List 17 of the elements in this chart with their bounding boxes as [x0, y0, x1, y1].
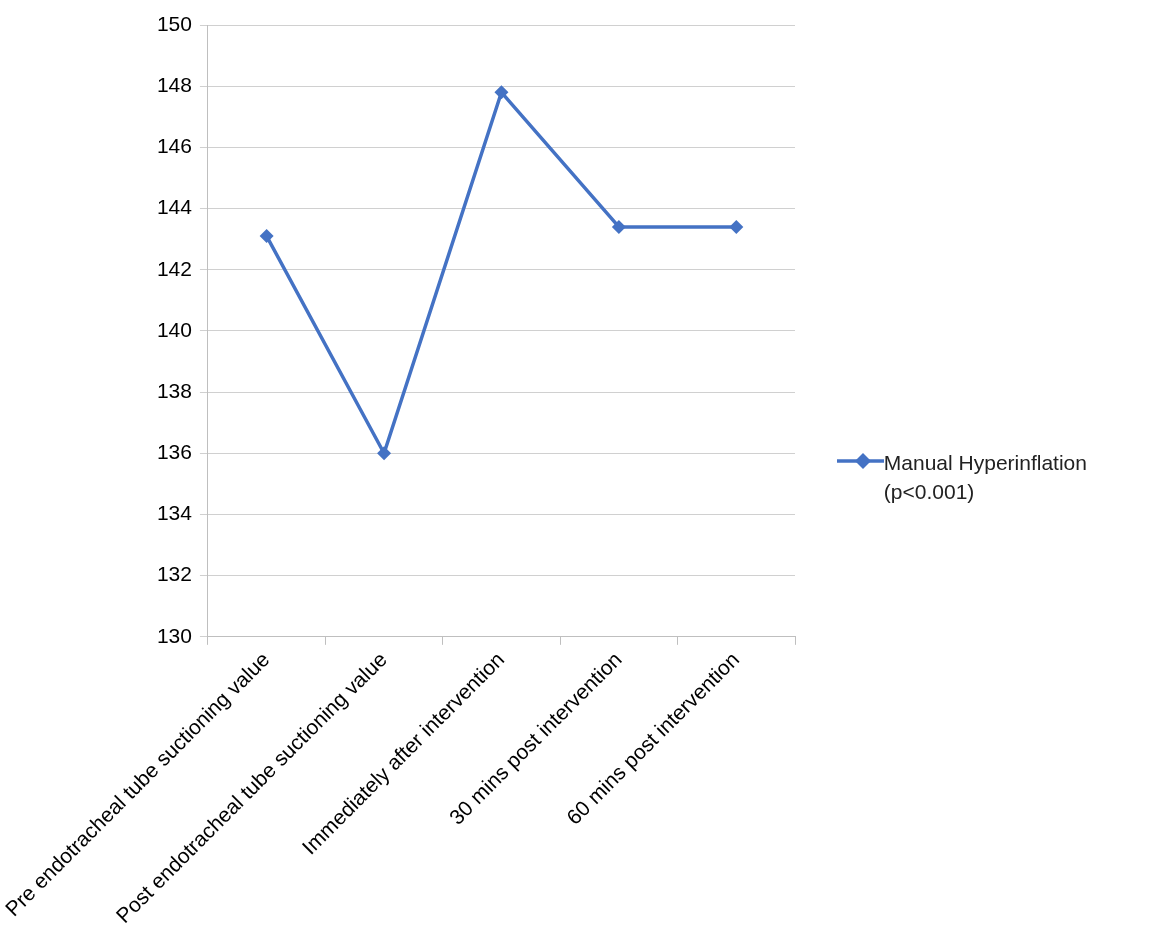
legend-label: Manual Hyperinflation (p<0.001): [883, 450, 1088, 505]
y-tick-label: 148: [156, 72, 192, 96]
point: [377, 446, 392, 461]
y-tick-label: 134: [156, 501, 193, 525]
point: [611, 219, 626, 234]
y-tick-label: 146: [156, 134, 192, 158]
y-tick-label: 144: [156, 195, 193, 219]
y-tick-label: 150: [156, 11, 192, 35]
y-tick-label: 130: [156, 623, 192, 647]
point: [494, 85, 509, 100]
point: [259, 229, 274, 244]
y-tick-label: 132: [156, 562, 192, 586]
y-tick-label: 136: [156, 440, 192, 464]
point: [729, 219, 744, 234]
y-tick-label: 138: [156, 378, 192, 402]
y-tick-label: 140: [156, 317, 192, 341]
y-tick-label: 142: [156, 256, 192, 280]
